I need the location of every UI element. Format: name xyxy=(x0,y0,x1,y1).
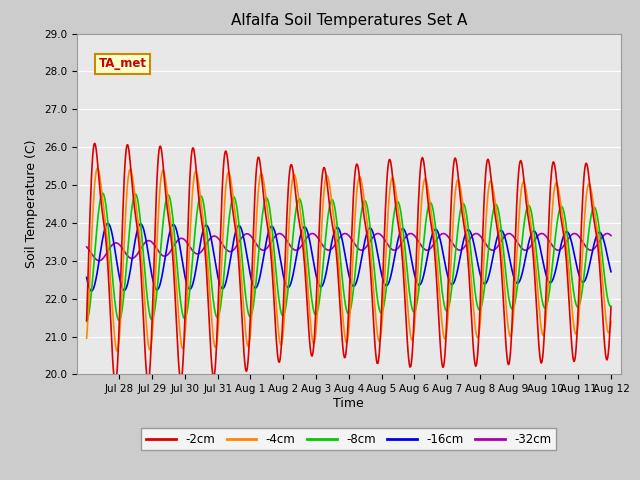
Legend: -2cm, -4cm, -8cm, -16cm, -32cm: -2cm, -4cm, -8cm, -16cm, -32cm xyxy=(141,428,556,450)
Y-axis label: Soil Temperature (C): Soil Temperature (C) xyxy=(26,140,38,268)
X-axis label: Time: Time xyxy=(333,397,364,410)
Text: TA_met: TA_met xyxy=(99,58,147,71)
Title: Alfalfa Soil Temperatures Set A: Alfalfa Soil Temperatures Set A xyxy=(230,13,467,28)
